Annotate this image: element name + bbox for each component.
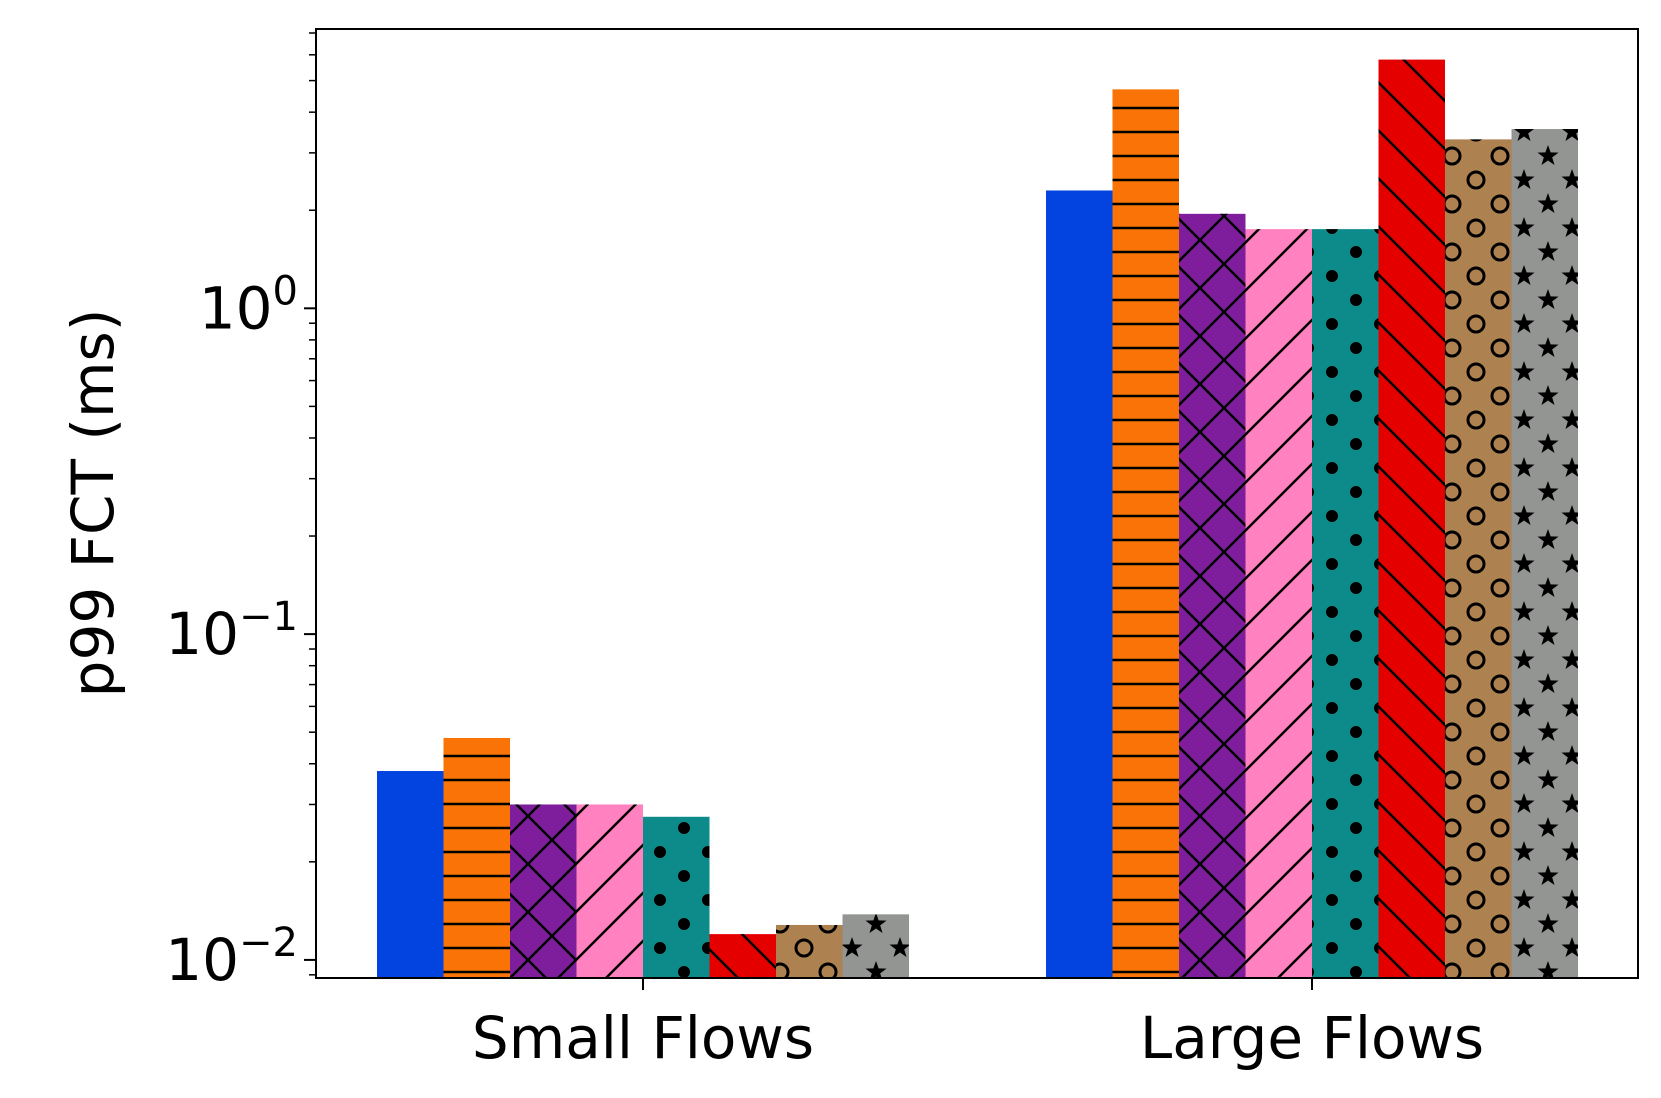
x-tick-label-large-flows: Large Flows bbox=[1140, 1004, 1484, 1072]
x-tick-label-small-flows: Small Flows bbox=[472, 1004, 814, 1072]
bar-hatch-6-large-flows bbox=[1378, 59, 1445, 979]
bar-hatch-5-small-flows bbox=[643, 816, 710, 978]
bar-hatch-4-large-flows bbox=[1245, 229, 1312, 979]
bar-hatch-6-small-flows bbox=[709, 934, 776, 978]
bar-1-large-flows bbox=[1046, 190, 1113, 978]
bar-1-small-flows bbox=[377, 771, 444, 978]
bar-hatch-7-large-flows bbox=[1445, 139, 1512, 978]
bar-hatch-3-large-flows bbox=[1179, 213, 1246, 978]
y-axis-ticks: 10−2 10−1 100 bbox=[165, 32, 316, 994]
bar-hatch-8-large-flows bbox=[1511, 129, 1578, 979]
bar-hatch-3-small-flows bbox=[510, 804, 577, 978]
y-tick-label-1: 10−1 bbox=[165, 594, 298, 668]
bar-hatch-8-small-flows bbox=[842, 914, 909, 978]
bars-group bbox=[377, 59, 1578, 979]
bar-hatch-7-small-flows bbox=[776, 924, 843, 978]
plot-frame bbox=[315, 28, 1639, 979]
bar-hatch-5-large-flows bbox=[1312, 229, 1379, 979]
y-tick-label-0: 10−2 bbox=[165, 920, 298, 994]
x-axis-ticks: Small Flows Large Flows bbox=[472, 978, 1484, 1072]
bar-hatch-2-small-flows bbox=[443, 737, 510, 978]
bar-hatch-2-large-flows bbox=[1112, 89, 1179, 978]
y-tick-label-2: 100 bbox=[199, 268, 298, 342]
bar-hatch-4-small-flows bbox=[576, 804, 643, 978]
y-axis-label: p99 FCT (ms) bbox=[59, 309, 127, 698]
